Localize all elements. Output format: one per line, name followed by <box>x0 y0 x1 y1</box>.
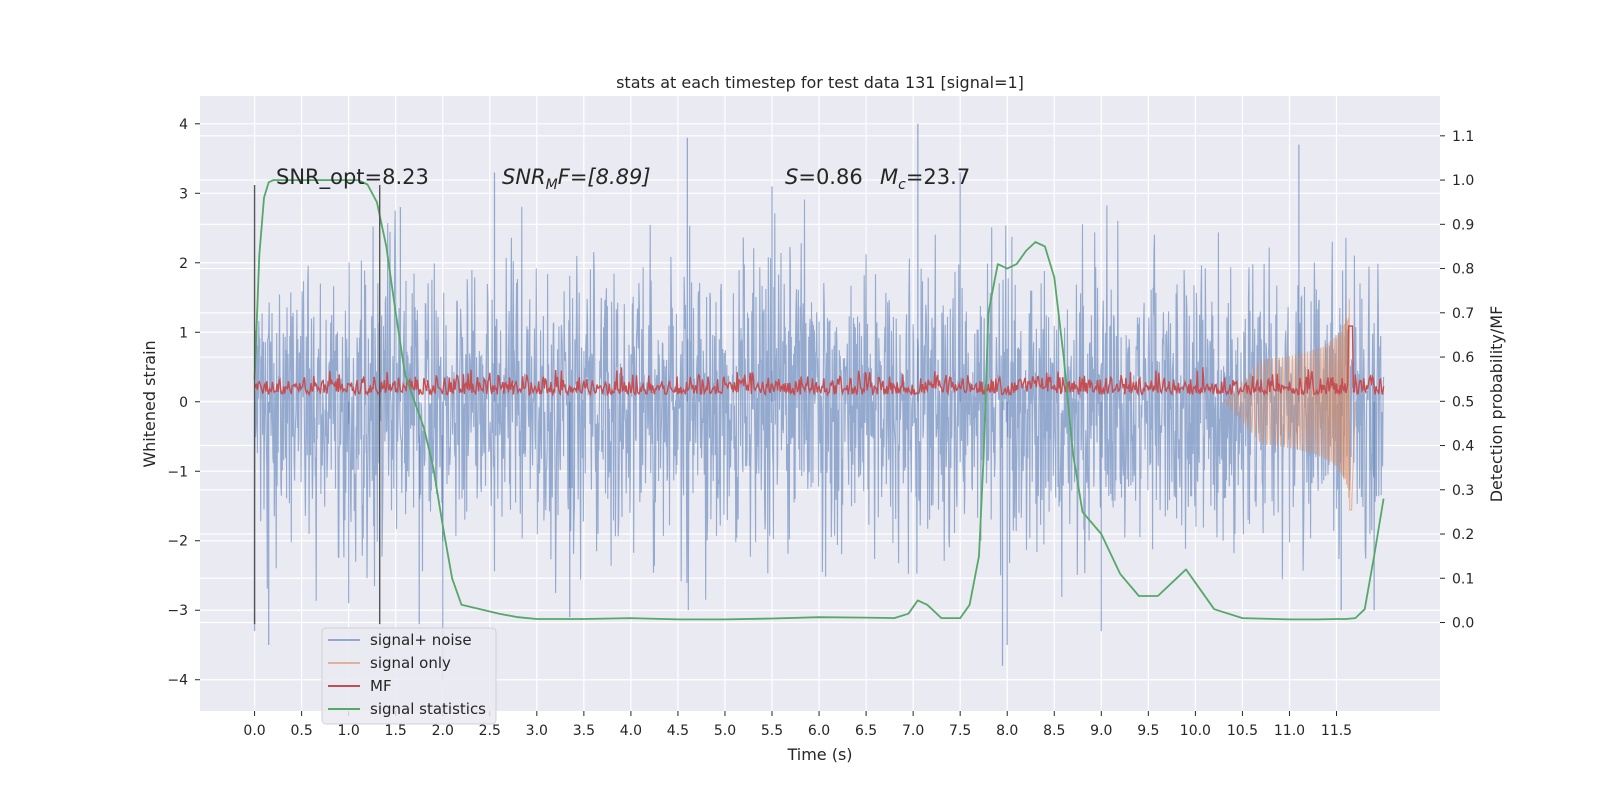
x-tick-label: 8.0 <box>996 723 1018 739</box>
y-left-tick-label: −3 <box>167 603 188 619</box>
annotation-snr-opt: SNR_opt=8.23 <box>276 165 429 190</box>
y-left-tick-label: 1 <box>179 325 188 341</box>
y-right-tick-label: 1.1 <box>1452 129 1474 145</box>
x-tick-label: 7.5 <box>949 723 971 739</box>
x-tick-label: 2.5 <box>479 723 501 739</box>
y-right-tick-label: 0.8 <box>1452 262 1474 278</box>
x-tick-label: 6.0 <box>808 723 830 739</box>
y-axis-left: −4 −3 −2 −1 0 1 2 3 4 <box>167 117 200 689</box>
series-signal-only <box>1223 298 1356 511</box>
y-left-tick-label: −2 <box>167 534 188 550</box>
x-tick-label: 1.0 <box>338 723 360 739</box>
x-tick-label: 10.0 <box>1180 723 1211 739</box>
x-tick-label: 11.0 <box>1274 723 1305 739</box>
x-tick-label: 2.0 <box>432 723 454 739</box>
y-right-tick-label: 0.7 <box>1452 306 1474 322</box>
y-right-tick-label: 0.3 <box>1452 483 1474 499</box>
legend-label-mf: MF <box>370 677 392 695</box>
y-right-tick-label: 0.5 <box>1452 394 1474 410</box>
x-axis: 0.0 0.5 1.0 1.5 2.0 2.5 3.0 3.5 4.0 4.5 5.0 5.5 6.0 6… <box>243 711 1352 739</box>
x-tick-label: 4.5 <box>667 723 689 739</box>
legend-label-signal-only: signal only <box>370 654 451 672</box>
legend-label-signal-noise: signal+ noise <box>370 631 472 649</box>
annotation-mc: Mc=23.7 <box>880 165 970 193</box>
x-tick-label: 7.0 <box>902 723 924 739</box>
y-left-tick-label: −1 <box>167 464 188 480</box>
x-tick-label: 0.0 <box>243 723 265 739</box>
x-tick-label: 5.0 <box>714 723 736 739</box>
y-right-tick-label: 0.4 <box>1452 439 1474 455</box>
y-right-tick-label: 0.6 <box>1452 350 1474 366</box>
legend-label-signal-statistics: signal statistics <box>370 700 486 718</box>
series-mf <box>253 325 1385 398</box>
y-left-tick-label: 4 <box>179 117 188 133</box>
y-right-tick-label: 0.9 <box>1452 217 1474 233</box>
x-tick-label: 3.5 <box>573 723 595 739</box>
y-left-tick-label: −4 <box>167 673 188 689</box>
chart-title: stats at each timestep for test data 131… <box>616 73 1024 92</box>
y-axis-right-label: Detection probability/MF <box>1487 306 1506 503</box>
x-tick-label: 6.5 <box>855 723 877 739</box>
legend-box <box>321 627 497 725</box>
y-right-tick-label: 0.2 <box>1452 527 1474 543</box>
x-tick-label: 9.5 <box>1137 723 1159 739</box>
y-left-tick-label: 0 <box>179 395 188 411</box>
x-axis-label: Time (s) <box>786 745 852 764</box>
x-tick-label: 11.5 <box>1321 723 1352 739</box>
y-axis-left-label: Whitened strain <box>140 340 159 467</box>
annotation-snr-mf: SNRMF=[8.89] <box>502 165 651 193</box>
x-tick-label: 4.0 <box>620 723 642 739</box>
y-right-tick-label: 1.0 <box>1452 173 1474 189</box>
y-left-tick-label: 2 <box>179 256 188 272</box>
y-right-tick-label: 0.1 <box>1452 571 1474 587</box>
y-left-tick-label: 3 <box>179 186 188 202</box>
x-tick-label: 8.5 <box>1043 723 1065 739</box>
x-tick-label: 10.5 <box>1227 723 1258 739</box>
x-tick-label: 9.0 <box>1090 723 1112 739</box>
x-tick-label: 3.0 <box>526 723 548 739</box>
legend: signal+ noise signal only MF signal stat… <box>321 627 497 725</box>
y-axis-right: 0.0 0.1 0.2 0.3 0.4 0.5 0.6 0.7 0.8 0.9 1.0 1.1 <box>1440 129 1474 632</box>
x-tick-label: 1.5 <box>385 723 407 739</box>
vertical-lines <box>253 184 381 625</box>
y-right-tick-label: 0.0 <box>1452 616 1474 632</box>
x-tick-label: 0.5 <box>290 723 312 739</box>
annotation-s: S=0.86 <box>785 165 863 189</box>
x-tick-label: 5.5 <box>761 723 783 739</box>
